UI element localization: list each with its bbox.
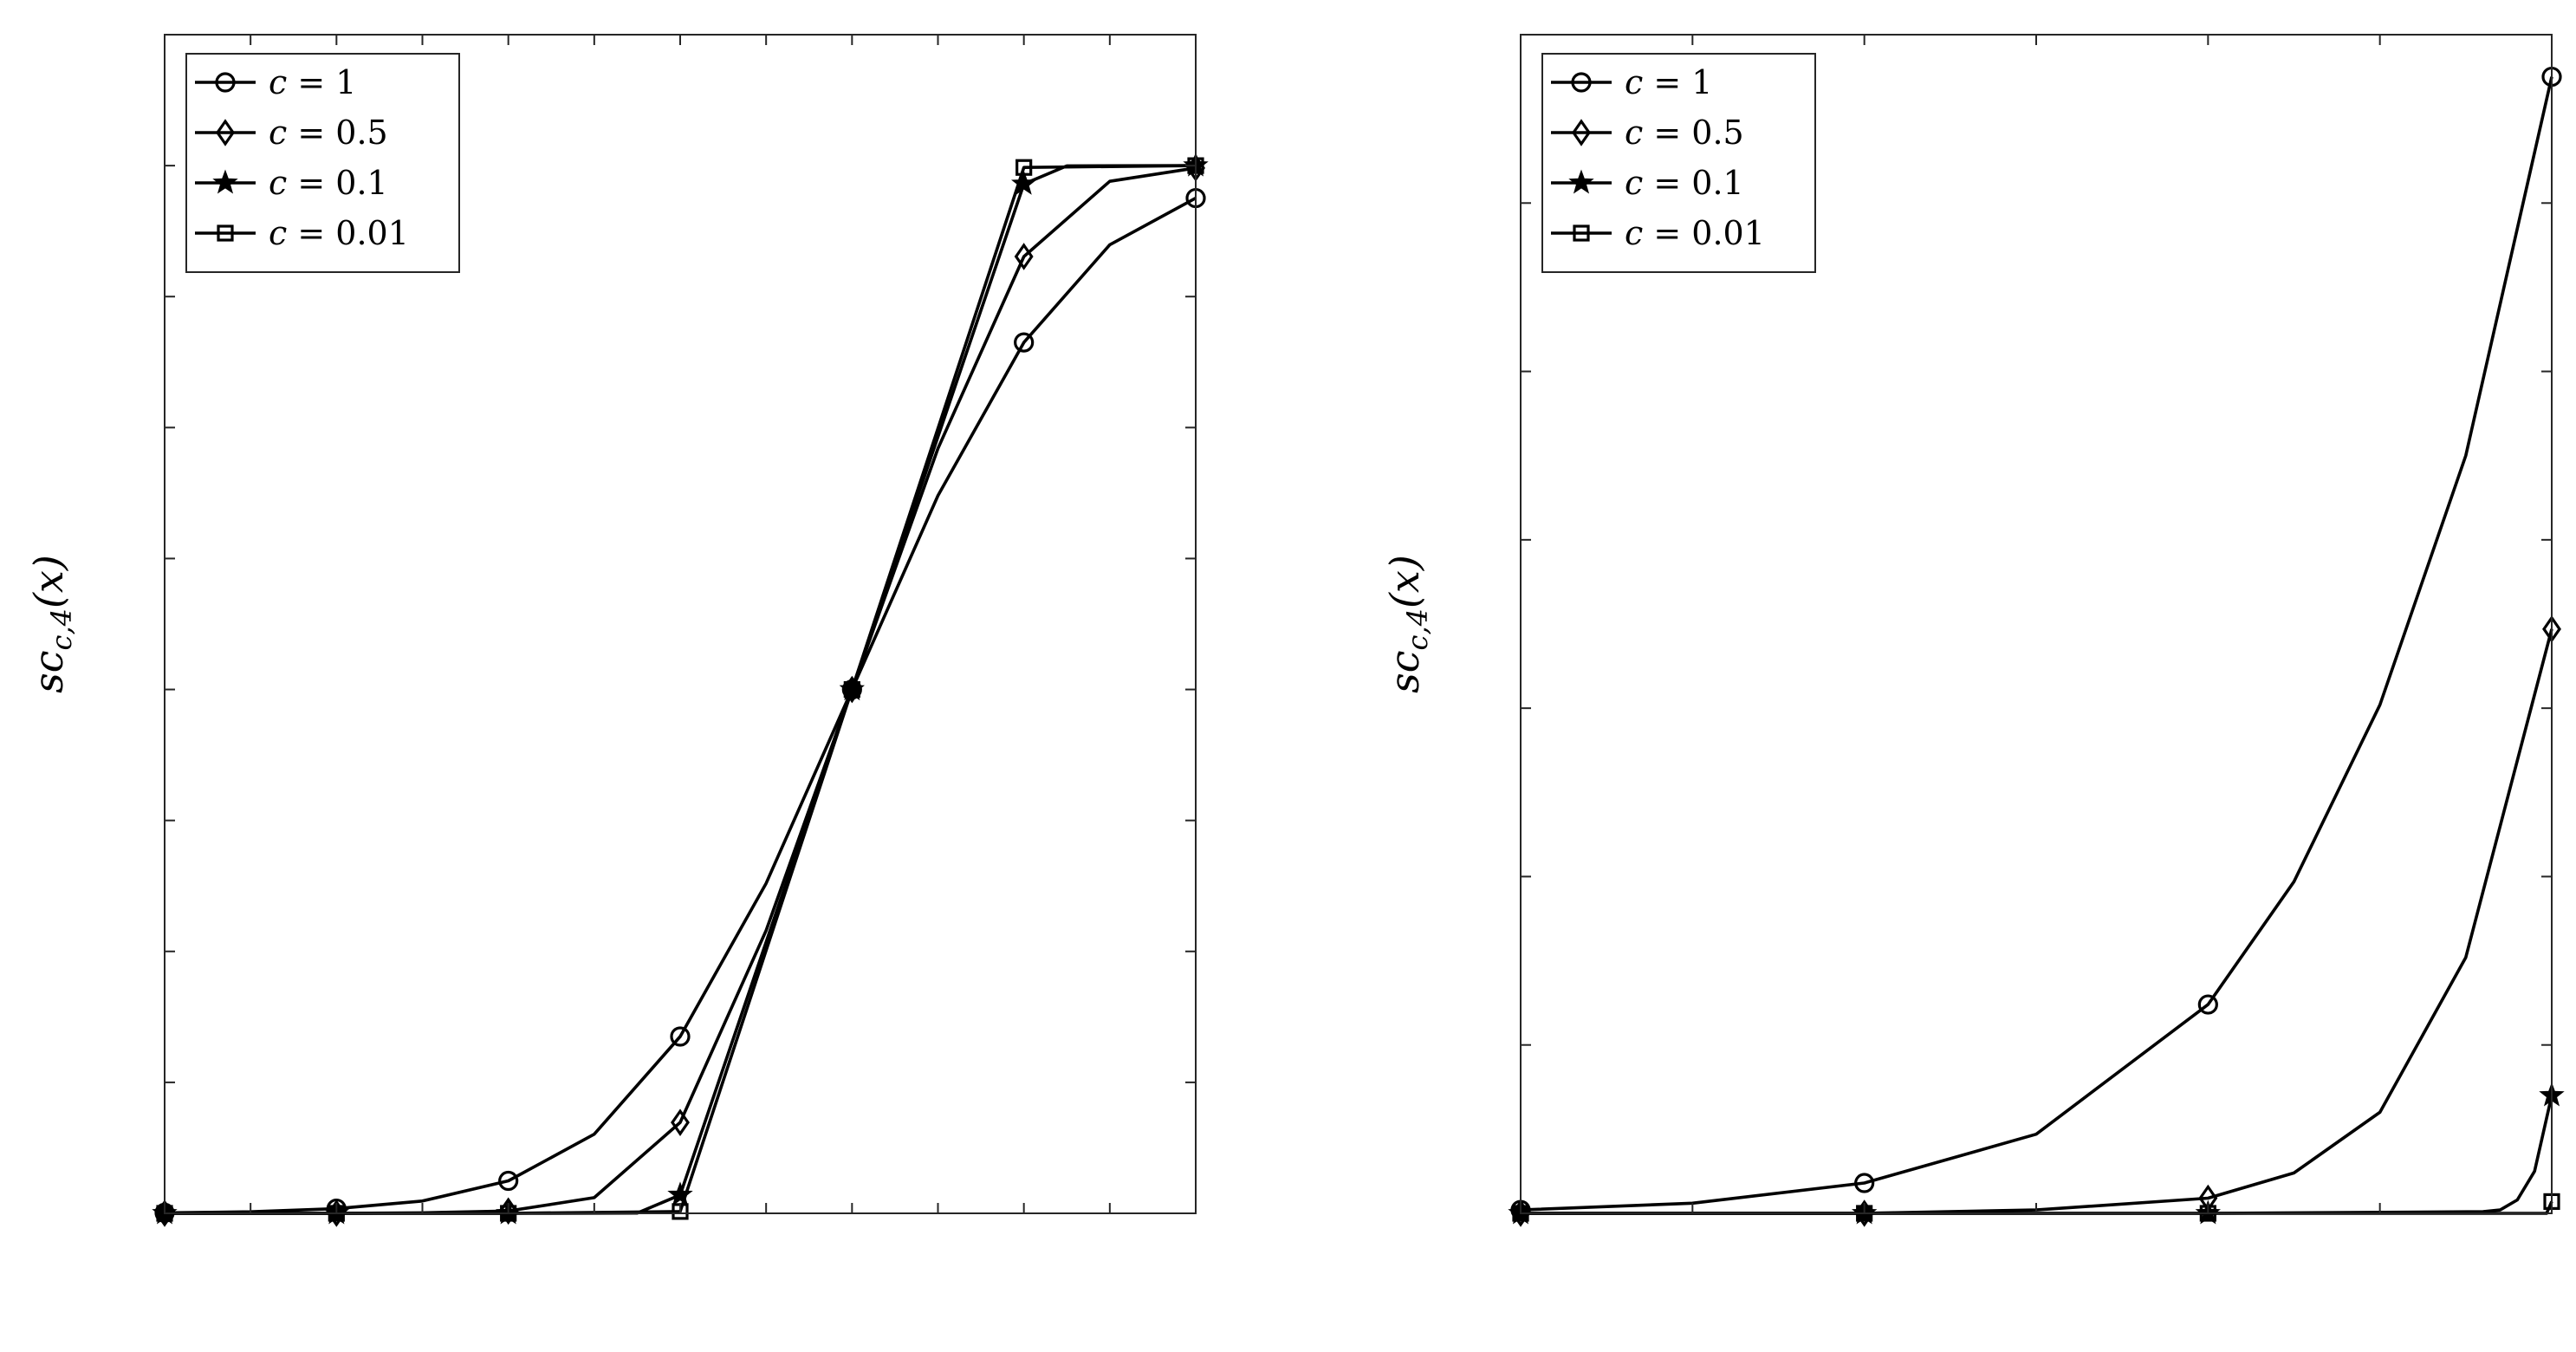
legend-marker-3 bbox=[217, 224, 234, 242]
legend-marker-3-shape bbox=[1573, 224, 1590, 242]
series-0-point-3-shape bbox=[670, 1026, 691, 1047]
legend-marker-1-shape bbox=[1572, 119, 1591, 146]
legend-marker-0-shape bbox=[1571, 72, 1592, 93]
series-3-point-5 bbox=[1015, 159, 1033, 176]
legend-marker-2-shape bbox=[212, 169, 238, 194]
legend-marker-3 bbox=[1573, 224, 1590, 242]
series-0-point-5 bbox=[1014, 332, 1035, 353]
legend-marker-0-shape bbox=[215, 72, 236, 93]
series-2-point-4 bbox=[839, 676, 865, 701]
series-2-point-5 bbox=[1011, 170, 1037, 195]
legend-marker-1 bbox=[216, 119, 235, 146]
series-1-point-5 bbox=[1014, 243, 1034, 270]
left-chart: scc,4(x) c = 1 c = 0.5 c = 0.1 c = 0.01 bbox=[25, 34, 1209, 1227]
legend-label-2: c = 0.1 bbox=[269, 164, 388, 202]
legend: c = 1 c = 0.5 c = 0.1 c = 0.01 bbox=[185, 53, 460, 273]
legend-marker-0 bbox=[1571, 72, 1592, 93]
legend-label-0: c = 1 bbox=[1625, 63, 1712, 101]
legend-label-3: c = 0.01 bbox=[269, 214, 409, 252]
legend-label-1: c = 0.5 bbox=[269, 114, 388, 152]
legend-marker-2 bbox=[1568, 169, 1594, 194]
series-3-point-5-shape bbox=[1015, 159, 1033, 176]
series-0-point-3 bbox=[670, 1026, 691, 1047]
legend-marker-2 bbox=[212, 169, 238, 194]
legend-marker-3-shape bbox=[217, 224, 234, 242]
series-1-point-3-shape bbox=[671, 1108, 690, 1136]
legend-label-0: c = 1 bbox=[269, 63, 356, 101]
series-2-point-4-shape bbox=[839, 676, 865, 701]
series-0-point-5-shape bbox=[1014, 332, 1035, 353]
y-axis-label: scc,4(x) bbox=[25, 555, 78, 693]
legend-marker-2-shape bbox=[1568, 169, 1594, 194]
series-0-point-2-shape bbox=[2197, 994, 2218, 1015]
series-line-0 bbox=[1520, 76, 2553, 1212]
series-3-point-4-shape bbox=[843, 680, 860, 699]
legend-marker-1 bbox=[1572, 119, 1591, 146]
y-axis-label: scc,4(x) bbox=[1381, 555, 1434, 693]
series-0-point-1-shape bbox=[1854, 1173, 1875, 1193]
series-1-point-3 bbox=[671, 1108, 690, 1136]
series-2-point-3 bbox=[667, 1181, 693, 1206]
legend: c = 1 c = 0.5 c = 0.1 c = 0.01 bbox=[1541, 53, 1816, 273]
series-0-point-2 bbox=[498, 1170, 519, 1192]
series-1-point-5-shape bbox=[1014, 243, 1034, 270]
legend-marker-1-shape bbox=[216, 119, 235, 146]
legend-label-1: c = 0.5 bbox=[1625, 114, 1744, 152]
series-3-point-4 bbox=[843, 680, 860, 699]
legend-label-2: c = 0.1 bbox=[1625, 164, 1744, 202]
series-0-point-2 bbox=[2197, 994, 2218, 1015]
series-2-point-5-shape bbox=[1011, 170, 1037, 195]
legend-label-3: c = 0.01 bbox=[1625, 214, 1765, 252]
right-chart: scc,4(x) c = 1 c = 0.5 c = 0.1 c = 0.01 bbox=[1381, 34, 2565, 1227]
series-2-point-3-shape bbox=[667, 1181, 693, 1206]
legend-marker-0 bbox=[215, 72, 236, 93]
series-0-point-2-shape bbox=[498, 1170, 519, 1192]
series-0-point-1 bbox=[1854, 1173, 1875, 1193]
